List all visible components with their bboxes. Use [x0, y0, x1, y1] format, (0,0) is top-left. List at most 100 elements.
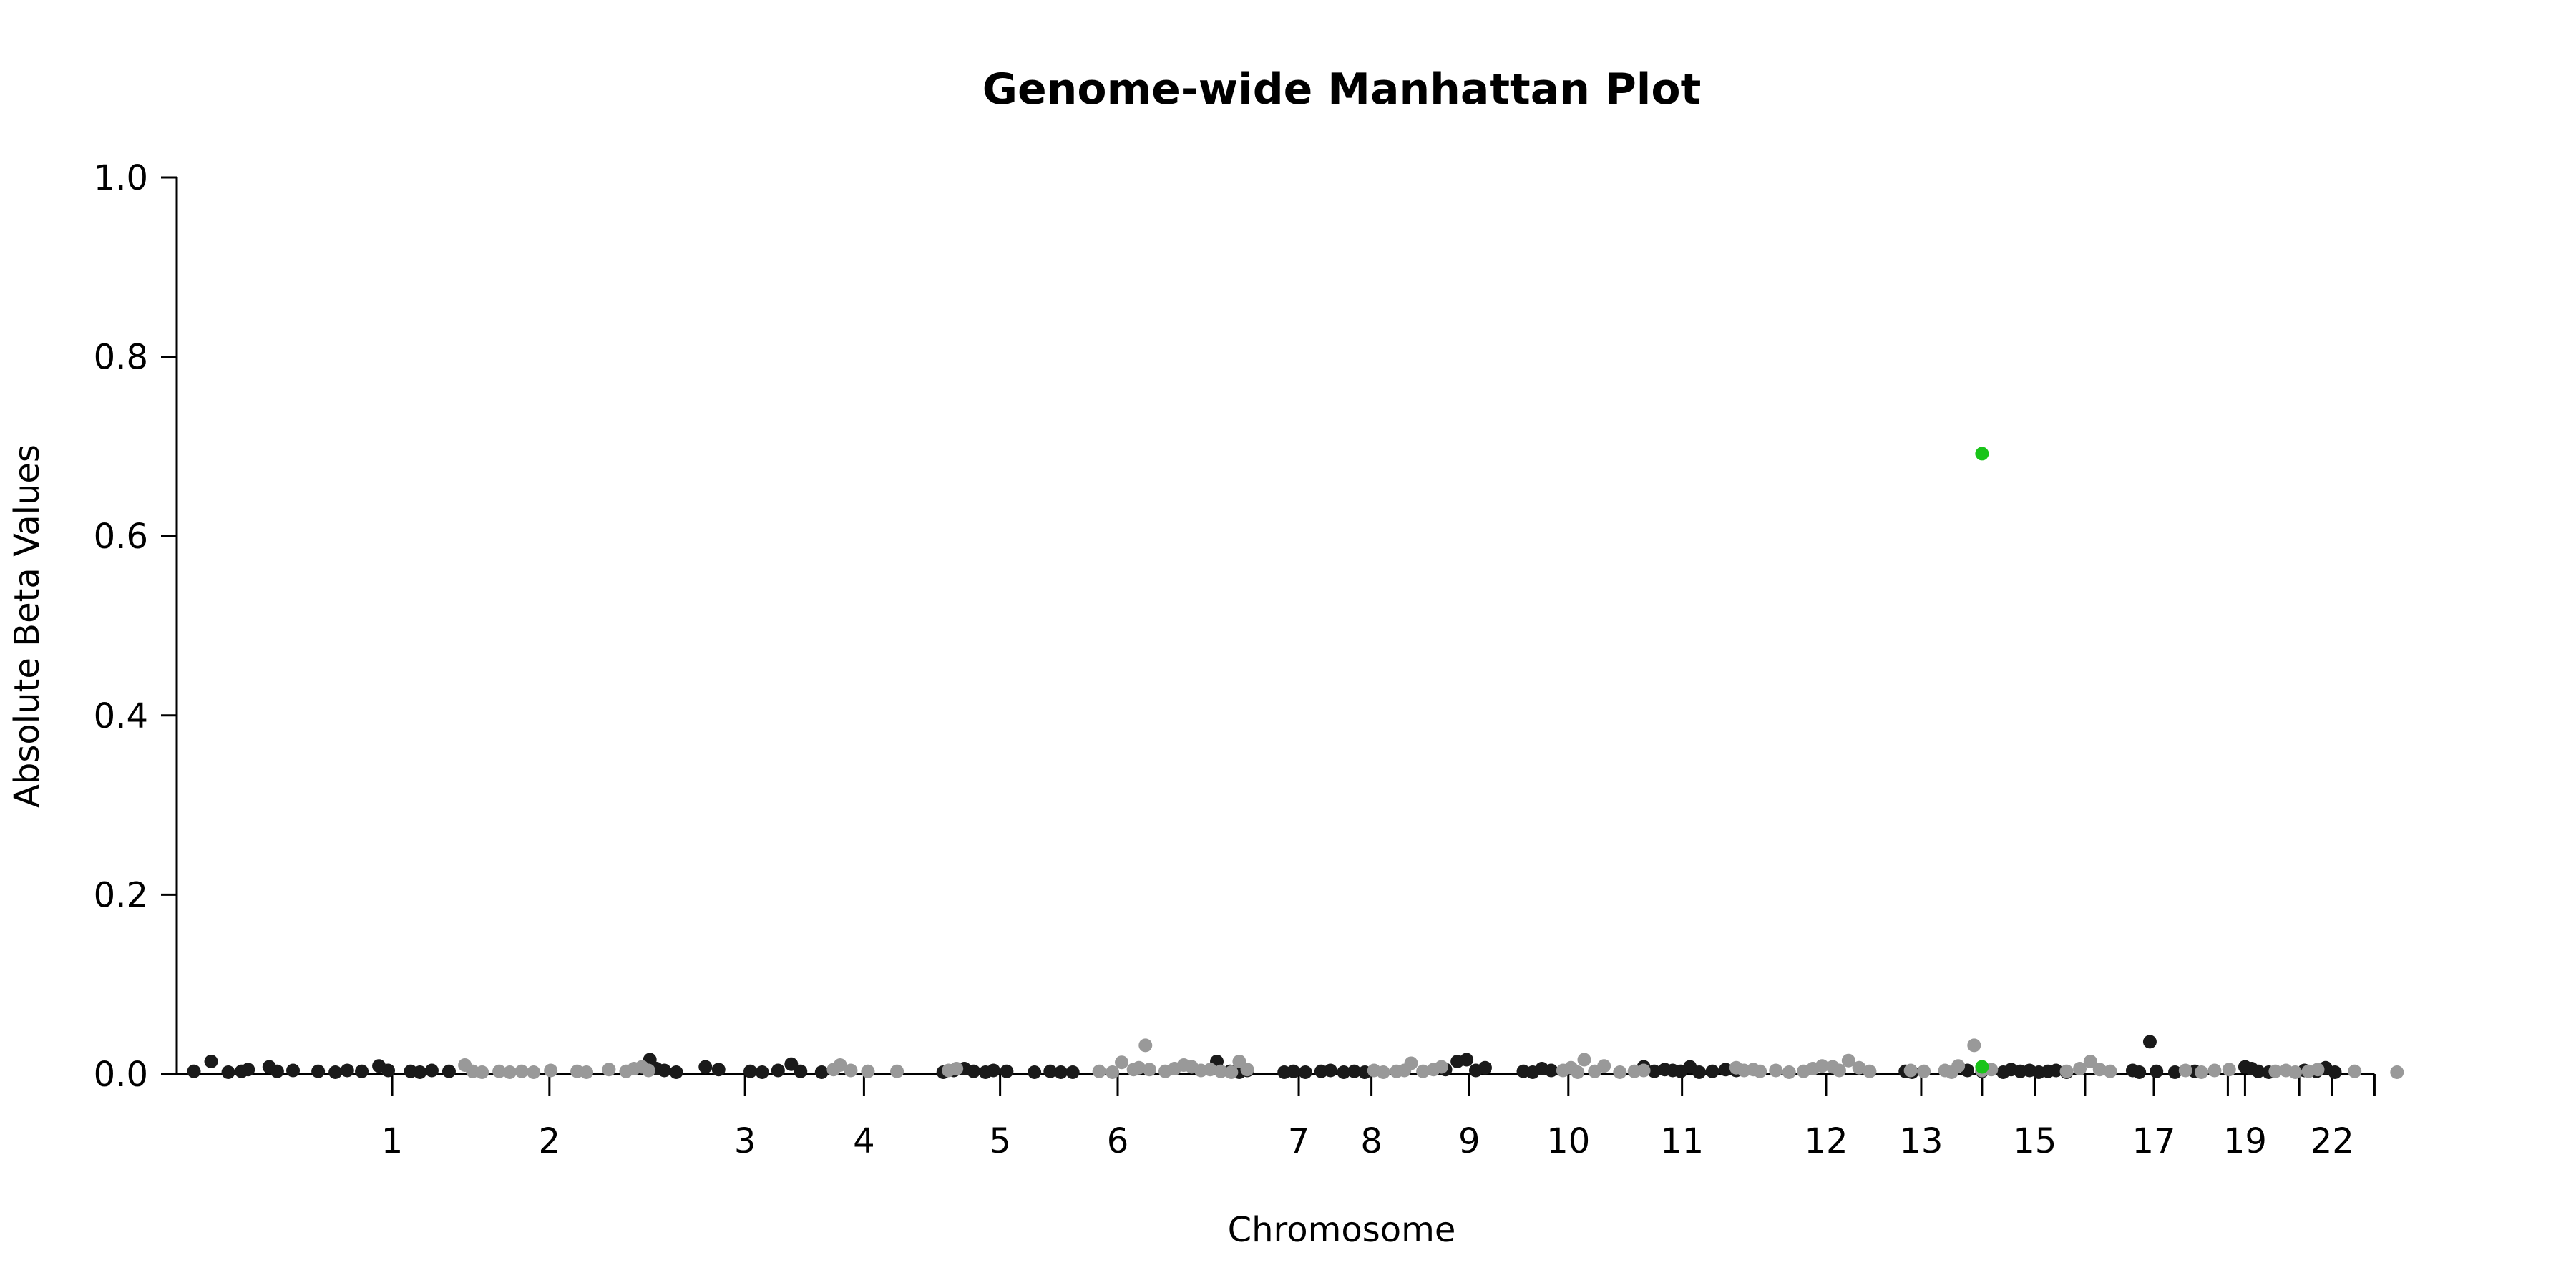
data-point	[204, 1054, 218, 1068]
data-point	[755, 1065, 769, 1079]
data-point	[1597, 1059, 1611, 1073]
data-point	[2194, 1065, 2208, 1079]
data-point	[967, 1064, 981, 1078]
x-tick-label: 15	[2013, 1121, 2057, 1161]
data-point	[1636, 1063, 1651, 1078]
data-point	[833, 1058, 847, 1072]
data-point	[861, 1064, 875, 1078]
data-point	[844, 1063, 858, 1078]
data-point	[711, 1063, 726, 1077]
data-point	[221, 1065, 235, 1079]
data-point	[1692, 1065, 1707, 1079]
data-point	[1577, 1053, 1591, 1067]
data-point	[580, 1065, 594, 1079]
data-point	[1852, 1060, 1866, 1075]
y-axis-label: Absolute Beta Values	[7, 444, 47, 808]
y-tick-label: 0.8	[94, 338, 148, 378]
x-tick-label: 17	[2132, 1121, 2175, 1161]
data-point	[441, 1064, 456, 1078]
data-point	[986, 1063, 1000, 1078]
x-tick-label: 22	[2311, 1121, 2354, 1161]
data-point	[2311, 1063, 2325, 1077]
x-tick-label: 3	[734, 1121, 756, 1161]
data-point	[2328, 1065, 2342, 1079]
y-tick-label: 0.2	[94, 875, 148, 915]
data-point	[1613, 1065, 1627, 1079]
data-point	[2150, 1064, 2164, 1078]
data-point	[502, 1065, 517, 1079]
data-point	[1719, 1063, 1733, 1077]
data-point	[658, 1063, 672, 1078]
data-point	[311, 1064, 326, 1078]
data-point	[814, 1065, 829, 1079]
data-point	[2142, 1035, 2157, 1049]
x-tick-label: 10	[1546, 1121, 1590, 1161]
x-tick-label: 4	[853, 1121, 875, 1161]
data-point	[286, 1063, 301, 1078]
data-point	[1841, 1053, 1855, 1068]
data-point	[698, 1060, 713, 1074]
data-point	[340, 1063, 354, 1078]
data-point	[413, 1065, 427, 1079]
data-point	[1478, 1060, 1492, 1075]
x-axis-label: Chromosome	[1228, 1210, 1456, 1250]
data-point	[2251, 1064, 2265, 1078]
data-points	[187, 447, 2404, 1079]
data-point	[1434, 1060, 1448, 1074]
data-point	[1054, 1065, 1068, 1079]
data-point	[1753, 1064, 1767, 1078]
data-point	[1347, 1064, 1362, 1078]
data-point	[1115, 1055, 1129, 1070]
data-point	[1544, 1063, 1558, 1078]
data-point	[2207, 1063, 2222, 1078]
data-point	[771, 1063, 785, 1078]
data-point	[187, 1064, 201, 1078]
data-point	[1106, 1065, 1120, 1079]
data-point	[1203, 1063, 1217, 1077]
data-point	[2073, 1061, 2087, 1075]
y-tick-label: 1.0	[94, 158, 148, 198]
x-tick-label: 19	[2223, 1121, 2267, 1161]
data-point	[424, 1063, 439, 1078]
data-point	[2222, 1063, 2236, 1077]
data-point	[544, 1063, 558, 1078]
data-point	[743, 1064, 758, 1078]
x-tick-label: 5	[989, 1121, 1011, 1161]
x-tick-label: 1	[381, 1121, 404, 1161]
data-point	[527, 1065, 541, 1079]
data-point	[1571, 1065, 1585, 1079]
y-tick-label: 0.0	[94, 1055, 148, 1095]
x-tick-label: 9	[1458, 1121, 1480, 1161]
data-point	[1132, 1060, 1146, 1075]
data-point	[1863, 1064, 1877, 1078]
data-point	[2083, 1054, 2097, 1068]
chart-title: Genome-wide Manhattan Plot	[982, 64, 1702, 114]
data-point	[784, 1057, 799, 1071]
data-point	[794, 1064, 808, 1078]
data-point	[602, 1063, 616, 1077]
data-point	[1376, 1065, 1390, 1079]
x-tick-label: 7	[1288, 1121, 1310, 1161]
data-point	[1142, 1063, 1156, 1077]
data-point	[1769, 1063, 1783, 1078]
data-point	[1903, 1063, 1918, 1078]
data-point	[1224, 1065, 1239, 1079]
data-point	[1065, 1065, 1080, 1079]
data-point	[1287, 1064, 1301, 1078]
data-point	[2059, 1064, 2074, 1078]
data-point	[2390, 1065, 2404, 1079]
data-point	[1298, 1065, 1312, 1079]
data-point	[2168, 1065, 2182, 1079]
data-point	[2268, 1064, 2283, 1078]
data-point	[1951, 1059, 1966, 1073]
data-point	[2132, 1065, 2147, 1079]
data-point	[475, 1065, 489, 1079]
data-point	[514, 1064, 529, 1078]
data-point	[2103, 1064, 2117, 1078]
data-point	[1832, 1063, 1846, 1078]
data-point	[1214, 1064, 1228, 1078]
x-axis: 1 2 3 4 5 6 7 8 9 10 11 12 13 15 17 19 22	[177, 1073, 2376, 1161]
data-point	[1975, 1060, 1989, 1074]
data-point	[950, 1061, 964, 1075]
data-point	[1647, 1064, 1662, 1078]
